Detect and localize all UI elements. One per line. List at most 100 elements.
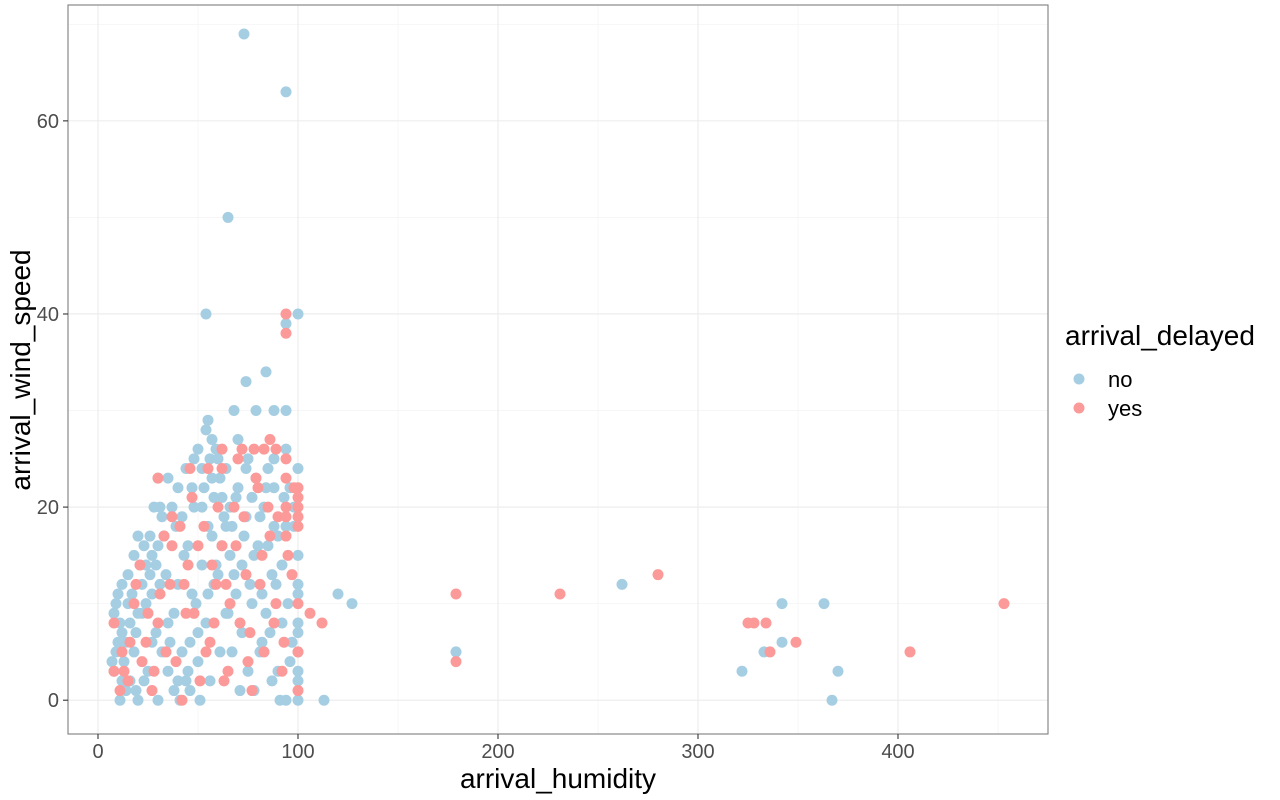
point-yes — [748, 617, 760, 629]
point-no — [292, 694, 304, 706]
point-yes — [236, 443, 248, 455]
point-no — [276, 559, 288, 571]
point-no — [130, 685, 142, 697]
point-yes — [184, 462, 196, 474]
point-yes — [118, 665, 130, 677]
point-no — [182, 540, 194, 552]
point-yes — [230, 540, 242, 552]
point-no — [192, 656, 204, 668]
point-no — [250, 405, 262, 417]
point-yes — [234, 617, 246, 629]
point-yes — [280, 453, 292, 465]
legend-items: no yes — [1073, 367, 1142, 421]
point-yes — [292, 482, 304, 494]
point-no — [776, 636, 788, 648]
point-no — [144, 530, 156, 542]
point-no — [168, 607, 180, 619]
point-no — [212, 569, 224, 581]
point-yes — [264, 530, 276, 542]
point-yes — [188, 607, 200, 619]
point-yes — [764, 646, 776, 658]
point-yes — [152, 617, 164, 629]
point-no — [212, 453, 224, 465]
point-no — [266, 675, 278, 687]
point-yes — [270, 598, 282, 610]
legend-key-no — [1073, 373, 1085, 385]
point-yes — [200, 646, 212, 658]
point-no — [222, 211, 234, 223]
point-yes — [180, 607, 192, 619]
legend-key-yes — [1073, 402, 1085, 414]
point-no — [122, 569, 134, 581]
point-no — [292, 549, 304, 561]
point-yes — [182, 559, 194, 571]
point-yes — [222, 665, 234, 677]
point-yes — [280, 511, 292, 523]
y-tick-label: 60 — [37, 111, 59, 133]
point-no — [184, 685, 196, 697]
point-no — [264, 627, 276, 639]
point-no — [280, 86, 292, 98]
point-yes — [146, 685, 158, 697]
point-no — [200, 424, 212, 436]
point-yes — [292, 501, 304, 513]
point-yes — [224, 598, 236, 610]
point-yes — [232, 453, 244, 465]
point-yes — [216, 540, 228, 552]
point-yes — [148, 665, 160, 677]
point-yes — [210, 578, 222, 590]
point-yes — [238, 511, 250, 523]
point-no — [254, 511, 266, 523]
point-yes — [280, 501, 292, 513]
x-tick-label: 200 — [481, 741, 514, 763]
point-no — [616, 578, 628, 590]
point-no — [230, 491, 242, 503]
point-yes — [250, 472, 262, 484]
point-yes — [240, 569, 252, 581]
point-no — [150, 559, 162, 571]
point-no — [118, 656, 130, 668]
point-no — [280, 405, 292, 417]
point-no — [292, 675, 304, 687]
point-no — [240, 376, 252, 388]
point-no — [144, 569, 156, 581]
point-yes — [114, 685, 126, 697]
point-yes — [186, 491, 198, 503]
point-yes — [554, 588, 566, 600]
point-no — [826, 694, 838, 706]
point-yes — [122, 675, 134, 687]
point-yes — [198, 520, 210, 532]
point-yes — [152, 472, 164, 484]
y-axis-title: arrival_wind_speed — [5, 249, 36, 490]
point-no — [160, 569, 172, 581]
point-no — [132, 530, 144, 542]
point-no — [186, 482, 198, 494]
point-yes — [202, 462, 214, 474]
point-no — [150, 627, 162, 639]
point-no — [200, 308, 212, 320]
point-no — [234, 685, 246, 697]
point-no — [246, 598, 258, 610]
point-no — [260, 366, 272, 378]
point-no — [280, 520, 292, 532]
point-no — [168, 685, 180, 697]
point-yes — [108, 665, 120, 677]
x-tick-label: 100 — [281, 741, 314, 763]
point-no — [230, 588, 242, 600]
point-no — [114, 694, 126, 706]
point-no — [138, 675, 150, 687]
y-axis-ticks: 0 20 40 60 — [37, 111, 68, 712]
point-no — [214, 472, 226, 484]
point-no — [262, 540, 274, 552]
point-no — [172, 675, 184, 687]
point-yes — [220, 578, 232, 590]
point-yes — [178, 578, 190, 590]
point-no — [166, 501, 178, 513]
legend-title: arrival_delayed — [1065, 320, 1255, 351]
point-no — [162, 472, 174, 484]
plot-border — [67, 4, 1049, 735]
point-yes — [208, 617, 220, 629]
point-no — [140, 598, 152, 610]
point-no — [200, 617, 212, 629]
point-no — [246, 491, 258, 503]
